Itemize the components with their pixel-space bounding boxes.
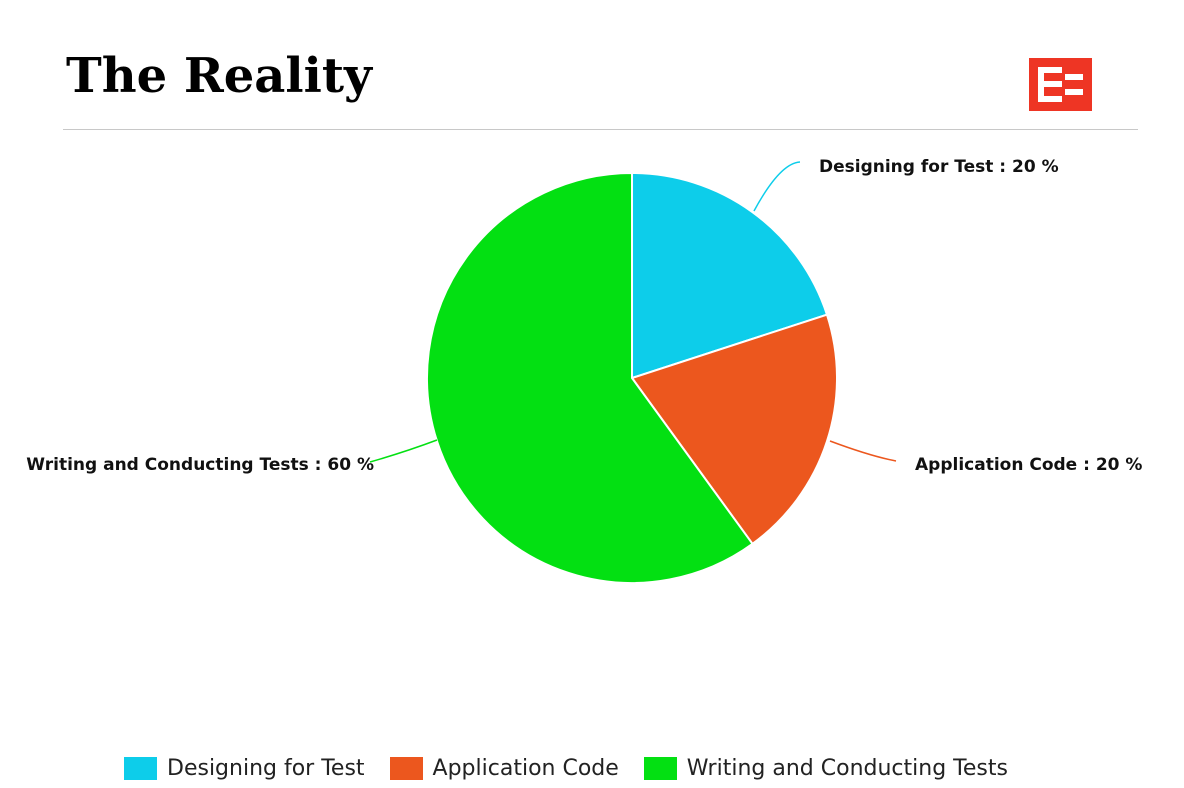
pie-slices (426, 171, 838, 584)
pie-labels: Designing for Test : 20 % Application Cod… (26, 157, 1142, 475)
pie-slice-2 (630, 313, 838, 546)
pie-label-connector-2 (829, 440, 897, 462)
legend-swatch (124, 756, 157, 780)
pie-label-connectors (369, 161, 897, 463)
legend-item: Designing for Test (124, 756, 365, 781)
chart-legend: Designing for Test Application Code Writin… (124, 754, 1033, 782)
legend-swatch (643, 756, 677, 780)
legend-label: Designing for Test (167, 755, 365, 781)
pie-slice-label-2: Application Code : 20 % (915, 455, 1142, 475)
page-title: The Reality (66, 48, 372, 104)
pie-slice-1 (631, 171, 829, 380)
title-divider (63, 129, 1138, 130)
pie-label-connector-1 (753, 161, 801, 212)
legend-item: Writing and Conducting Tests (643, 755, 1008, 781)
legend-swatch (389, 756, 423, 780)
pie-slice-label-1: Designing for Test : 20 % (819, 157, 1059, 177)
e-logo-icon (1029, 58, 1092, 111)
pie-label-connector-3 (369, 439, 438, 463)
legend-item: Application Code (389, 755, 619, 781)
legend-label: Application Code (432, 755, 619, 781)
pie-slice-3 (426, 171, 754, 584)
pie-slice-label-3: Writing and Conducting Tests : 60 % (26, 455, 374, 475)
legend-label: Writing and Conducting Tests (686, 755, 1008, 781)
